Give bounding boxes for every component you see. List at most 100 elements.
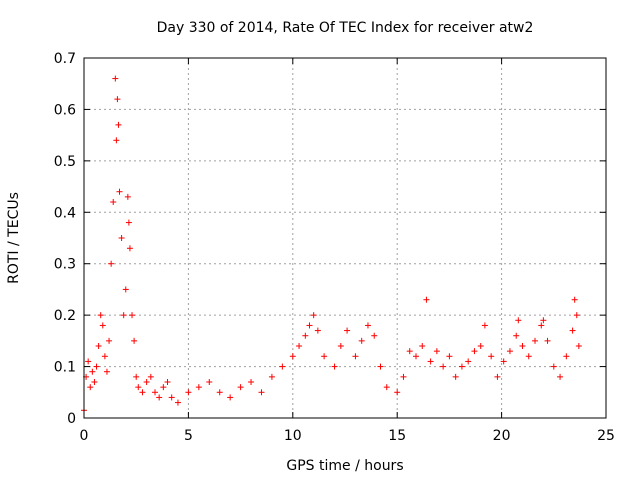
- x-tick-label: 15: [388, 428, 406, 444]
- data-point: [394, 389, 401, 396]
- data-point: [185, 389, 192, 396]
- data-point: [118, 235, 125, 241]
- data-point: [87, 384, 94, 391]
- data-point: [358, 337, 365, 344]
- data-point: [174, 399, 181, 406]
- data-point: [85, 358, 92, 365]
- data-point: [500, 358, 507, 365]
- x-tick-label: 5: [184, 428, 193, 444]
- data-point: [91, 379, 98, 385]
- data-point: [258, 389, 265, 396]
- y-tick-label: 0: [67, 411, 76, 427]
- data-point: [143, 379, 150, 385]
- data-point: [268, 373, 275, 380]
- data-point: [383, 384, 390, 391]
- data-point: [147, 373, 154, 380]
- data-point: [310, 312, 317, 319]
- data-point: [97, 312, 104, 319]
- data-point: [406, 348, 413, 355]
- data-point: [216, 389, 223, 396]
- data-point: [135, 384, 142, 391]
- axes: 0 5 10 15 20 25 0 0.1 0.2 0.3 0.4 0.5 0.6 0.7: [54, 51, 615, 444]
- data-point: [573, 312, 580, 319]
- data-point: [571, 296, 578, 303]
- y-tick-label: 0.1: [54, 360, 76, 376]
- data-point: [575, 343, 582, 349]
- data-point: [471, 348, 478, 355]
- data-point: [481, 322, 488, 329]
- data-point: [120, 312, 127, 319]
- data-point: [488, 353, 495, 360]
- data-point: [540, 317, 547, 324]
- data-point: [126, 245, 133, 252]
- data-point: [465, 358, 472, 365]
- data-point: [427, 358, 434, 365]
- data-point: [156, 394, 163, 401]
- data-point: [321, 353, 328, 360]
- data-point: [108, 260, 115, 267]
- data-point: [168, 394, 175, 401]
- data-point: [513, 332, 520, 339]
- data-point: [237, 384, 244, 391]
- data-point: [99, 322, 106, 329]
- data-point: [133, 373, 140, 380]
- data-point: [506, 348, 513, 355]
- data-point: [337, 343, 344, 349]
- data-point: [550, 363, 557, 370]
- data-point: [557, 373, 564, 380]
- data-point: [101, 353, 108, 360]
- data-point: [125, 219, 132, 226]
- data-point: [151, 389, 158, 396]
- data-point: [519, 343, 526, 349]
- data-point: [93, 363, 100, 370]
- data-point: [206, 379, 213, 385]
- data-point: [115, 121, 122, 128]
- data-point: [544, 337, 551, 344]
- data-point: [352, 353, 359, 360]
- data-point: [446, 353, 453, 360]
- data-point: [110, 199, 117, 205]
- data-point: [112, 75, 119, 82]
- data-point: [477, 343, 484, 349]
- plot-frame: [83, 57, 607, 419]
- y-tick-label: 0.2: [54, 308, 76, 324]
- data-point: [164, 379, 171, 385]
- x-axis-label: GPS time / hours: [286, 458, 403, 474]
- data-point: [314, 327, 321, 334]
- data-point: [419, 343, 426, 349]
- data-point: [440, 363, 447, 370]
- data-point: [124, 193, 131, 200]
- y-tick-label: 0.4: [54, 205, 76, 221]
- y-tick-label: 0.7: [54, 51, 76, 67]
- data-point: [116, 188, 123, 195]
- data-point: [302, 332, 309, 339]
- data-point: [494, 373, 501, 380]
- data-point: [289, 353, 296, 360]
- y-tick-label: 0.6: [54, 102, 76, 118]
- data-point: [364, 322, 371, 329]
- y-axis-label: ROTI / TECUs: [6, 192, 22, 284]
- data-point: [195, 384, 202, 391]
- data-point: [279, 363, 286, 370]
- data-point: [525, 353, 532, 360]
- x-tick-label: 25: [597, 428, 615, 444]
- data-point: [139, 389, 146, 396]
- data-point: [532, 337, 539, 344]
- data-point: [377, 363, 384, 370]
- data-point: [344, 327, 351, 334]
- data-point: [412, 353, 419, 360]
- data-point: [103, 368, 110, 375]
- data-point: [515, 317, 522, 324]
- x-tick-label: 0: [80, 428, 89, 444]
- data-point: [538, 322, 545, 329]
- data-point: [89, 368, 96, 375]
- data-point: [129, 312, 136, 319]
- data-point: [296, 343, 303, 349]
- data-point: [131, 337, 138, 344]
- data-point: [113, 137, 120, 144]
- data-point: [371, 332, 378, 339]
- data-point: [114, 96, 121, 103]
- y-tick-label: 0.3: [54, 257, 76, 273]
- data-point: [452, 373, 459, 380]
